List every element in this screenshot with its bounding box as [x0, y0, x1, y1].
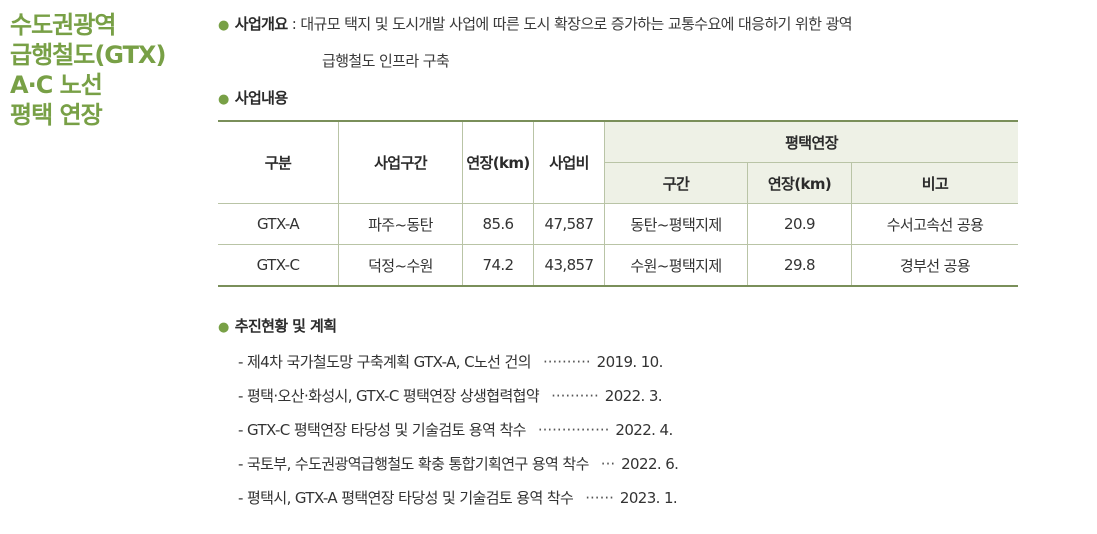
cell-category: GTX-A [218, 203, 339, 245]
bullet-icon: ● [218, 320, 229, 335]
leader-dots: ··············· [537, 421, 610, 439]
table-row: GTX-A 파주~동탄 85.6 47,587 동탄~평택지제 20.9 수서고… [218, 203, 1018, 245]
list-item: - 국토부, 수도권광역급행철도 확충 통합기획연구 용역 착수 ··· 2022.… [238, 447, 679, 481]
cell-ext-length: 20.9 [747, 203, 852, 245]
cell-category: GTX-C [218, 244, 339, 287]
item-date: 2022. 6. [621, 455, 679, 473]
leader-dots: ·········· [551, 387, 599, 405]
cell-ext-section: 동탄~평택지제 [604, 203, 748, 245]
cell-length: 74.2 [462, 244, 534, 287]
progress-list: - 제4차 국가철도망 구축계획 GTX-A, C노선 건의 ··········… [238, 345, 679, 515]
item-date: 2023. 1. [619, 489, 678, 507]
bullet-icon: ● [218, 18, 229, 33]
content-section-heading: ● 사업내용 [218, 88, 288, 110]
cell-note: 수서고속선 공용 [851, 203, 1018, 245]
side-title: 수도권광역 급행철도(GTX) A·C 노선 평택 연장 [10, 10, 166, 130]
leader-dots: ······ [585, 489, 614, 507]
item-date: 2022. 4. [615, 421, 673, 439]
cell-section: 덕정~수원 [338, 244, 463, 287]
bullet-icon: ● [218, 92, 229, 107]
cell-note: 경부선 공용 [851, 244, 1018, 287]
leader-dots: ··· [600, 455, 616, 473]
item-text: - 제4차 국가철도망 구축계획 GTX-A, C노선 건의 [238, 353, 532, 371]
item-date: 2022. 3. [604, 387, 663, 405]
cell-cost: 43,857 [533, 244, 605, 287]
content-section-label: 사업내용 [234, 89, 288, 107]
item-text: - 국토부, 수도권광역급행철도 확충 통합기획연구 용역 착수 [238, 455, 589, 473]
overview-line: ● 사업개요 : 대규모 택지 및 도시개발 사업에 따른 도시 확장으로 증가하… [218, 14, 853, 36]
header-ext-section: 구간 [604, 162, 748, 204]
header-cost: 사업비 [533, 121, 605, 204]
side-title-line: 수도권광역 [10, 11, 116, 39]
list-item: - 제4차 국가철도망 구축계획 GTX-A, C노선 건의 ··········… [238, 345, 678, 379]
header-category: 구분 [218, 121, 339, 204]
header-section: 사업구간 [338, 121, 463, 204]
cell-length: 85.6 [462, 203, 534, 245]
header-note: 비고 [851, 162, 1018, 204]
list-item: - 평택·오산·화성시, GTX-C 평택연장 상생협력협약 ··········… [238, 379, 678, 413]
list-item: - GTX-C 평택연장 타당성 및 기술검토 용역 착수 ···········… [238, 413, 678, 447]
side-title-line: 급행철도(GTX) [10, 41, 166, 69]
table-row: GTX-C 덕정~수원 74.2 43,857 수원~평택지제 29.8 경부선… [218, 244, 1018, 287]
cell-ext-length: 29.8 [747, 244, 852, 287]
list-item: - 평택시, GTX-A 평택연장 타당성 및 기술검토 용역 착수 ······… [238, 481, 678, 515]
cell-cost: 47,587 [533, 203, 605, 245]
project-table: 구분 사업구간 연장(km) 사업비 평택연장 구간 연장(km) 비고 GTX… [218, 120, 1018, 287]
side-title-line: 평택 연장 [10, 101, 103, 129]
item-text: - 평택·오산·화성시, GTX-C 평택연장 상생협력협약 [238, 387, 540, 405]
header-extension-group: 평택연장 [604, 121, 1018, 163]
overview-label: 사업개요 [234, 15, 288, 33]
item-text: - GTX-C 평택연장 타당성 및 기술검토 용역 착수 [238, 421, 526, 439]
overview-text-continued: 급행철도 인프라 구축 [322, 52, 450, 70]
header-ext-length: 연장(km) [747, 162, 852, 204]
side-title-line: A·C 노선 [10, 71, 103, 99]
overview-text: 대규모 택지 및 도시개발 사업에 따른 도시 확장으로 증가하는 교통수요에 … [300, 15, 852, 33]
progress-heading: ● 추진현황 및 계획 [218, 316, 337, 338]
cell-ext-section: 수원~평택지제 [604, 244, 748, 287]
cell-section: 파주~동탄 [338, 203, 463, 245]
header-length: 연장(km) [462, 121, 534, 204]
item-date: 2019. 10. [596, 353, 664, 371]
overview-separator: : [287, 15, 301, 33]
leader-dots: ·········· [542, 353, 591, 371]
item-text: - 평택시, GTX-A 평택연장 타당성 및 기술검토 용역 착수 [238, 489, 574, 507]
progress-label: 추진현황 및 계획 [234, 317, 337, 335]
